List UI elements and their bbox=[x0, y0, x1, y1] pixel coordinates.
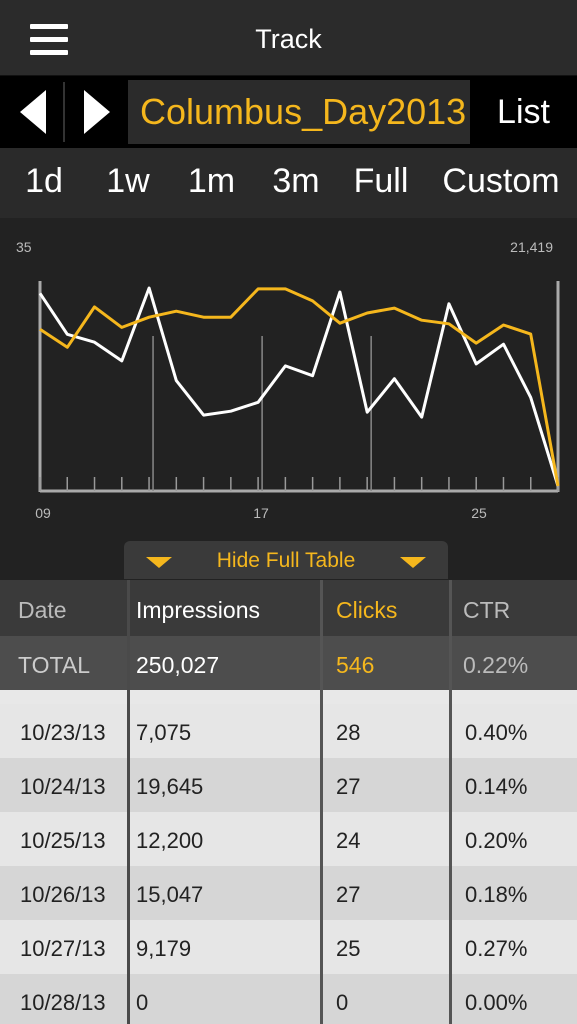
row-clicks: 27 bbox=[336, 774, 361, 799]
tab-3m[interactable]: 3m bbox=[272, 162, 320, 200]
hide-table-toggle[interactable]: Hide Full Table bbox=[124, 541, 448, 579]
row-date: 10/23/13 bbox=[20, 720, 106, 745]
row-ctr: 0.40% bbox=[465, 720, 528, 745]
row-ctr: 0.18% bbox=[465, 882, 528, 907]
performance-chart: 35 21,419 09 17 25 bbox=[0, 218, 577, 580]
clicks-series-line bbox=[39, 287, 560, 487]
table-row: 10/27/13 9,179 25 0.27% bbox=[0, 920, 577, 974]
row-impressions: 15,047 bbox=[136, 882, 204, 907]
list-button[interactable]: List bbox=[497, 93, 550, 131]
next-campaign-button[interactable] bbox=[66, 76, 128, 148]
campaign-bar: Columbus_Day2013 List bbox=[0, 76, 577, 148]
chevron-right-icon bbox=[84, 90, 110, 134]
table-header: Date Impressions Clicks CTR bbox=[0, 580, 577, 636]
right-max-label: 21,419 bbox=[510, 239, 553, 255]
range-selector: 1d 1w 1m 3m Full Custom bbox=[0, 148, 577, 218]
row-date: 10/24/13 bbox=[20, 774, 106, 799]
column-divider bbox=[127, 580, 130, 1024]
tab-1m[interactable]: 1m bbox=[187, 162, 236, 200]
row-clicks: 24 bbox=[336, 828, 361, 853]
table-row: 10/24/13 19,645 27 0.14% bbox=[0, 758, 577, 812]
x-tick-label: 09 bbox=[35, 505, 51, 521]
title-bar: Track bbox=[0, 0, 577, 76]
row-date: 10/25/13 bbox=[20, 828, 106, 853]
total-impressions: 250,027 bbox=[136, 652, 220, 678]
row-clicks: 25 bbox=[336, 936, 361, 961]
table-row: 10/28/13 0 0 0.00% bbox=[0, 974, 577, 1024]
row-impressions: 0 bbox=[136, 990, 149, 1015]
table-body: 10/23/13 7,075 28 0.40% 10/24/13 19,645 … bbox=[0, 690, 577, 1024]
triangle-down-icon bbox=[400, 557, 426, 568]
header-ctr[interactable]: CTR bbox=[463, 597, 511, 623]
tab-1d[interactable]: 1d bbox=[25, 162, 63, 200]
header-clicks[interactable]: Clicks bbox=[336, 597, 398, 623]
toggle-label: Hide Full Table bbox=[216, 549, 356, 572]
column-divider bbox=[320, 580, 323, 1024]
row-impressions: 12,200 bbox=[136, 828, 204, 853]
page-title: Track bbox=[255, 24, 322, 54]
total-row: TOTAL 250,027 546 0.22% bbox=[0, 636, 577, 690]
chevron-left-icon bbox=[20, 90, 46, 134]
row-ctr: 0.14% bbox=[465, 774, 528, 799]
total-ctr: 0.22% bbox=[463, 652, 529, 678]
header-impressions[interactable]: Impressions bbox=[136, 597, 260, 623]
row-clicks: 27 bbox=[336, 882, 361, 907]
row-clicks: 28 bbox=[336, 720, 361, 745]
table-row: 10/23/13 7,075 28 0.40% bbox=[0, 704, 577, 758]
left-max-label: 35 bbox=[16, 239, 32, 255]
row-impressions: 9,179 bbox=[136, 936, 192, 961]
row-date: 10/28/13 bbox=[20, 990, 106, 1015]
chart-svg: 35 21,419 09 17 25 bbox=[16, 239, 560, 521]
menu-icon[interactable] bbox=[30, 24, 68, 56]
column-divider bbox=[449, 580, 452, 1024]
table-row: 10/25/13 12,200 24 0.20% bbox=[0, 812, 577, 866]
triangle-down-icon bbox=[146, 557, 172, 568]
x-tick-label: 17 bbox=[253, 505, 269, 521]
row-ctr: 0.00% bbox=[465, 990, 528, 1015]
table-row: 10/26/13 15,047 27 0.18% bbox=[0, 866, 577, 920]
tab-full[interactable]: Full bbox=[353, 162, 409, 200]
x-tick-label: 25 bbox=[471, 505, 487, 521]
tab-custom[interactable]: Custom bbox=[442, 162, 560, 200]
total-clicks: 546 bbox=[336, 652, 375, 678]
campaign-name[interactable]: Columbus_Day2013 bbox=[128, 80, 470, 144]
row-impressions: 7,075 bbox=[136, 720, 192, 745]
row-clicks: 0 bbox=[336, 990, 349, 1015]
header-date[interactable]: Date bbox=[18, 597, 67, 623]
row-impressions: 19,645 bbox=[136, 774, 204, 799]
impressions-series-line bbox=[38, 286, 560, 487]
previous-campaign-button[interactable] bbox=[0, 76, 62, 148]
row-ctr: 0.27% bbox=[465, 936, 528, 961]
row-date: 10/27/13 bbox=[20, 936, 106, 961]
nav-divider bbox=[63, 82, 65, 142]
row-ctr: 0.20% bbox=[465, 828, 528, 853]
total-label: TOTAL bbox=[18, 652, 90, 678]
tab-1w[interactable]: 1w bbox=[106, 162, 150, 200]
row-date: 10/26/13 bbox=[20, 882, 106, 907]
